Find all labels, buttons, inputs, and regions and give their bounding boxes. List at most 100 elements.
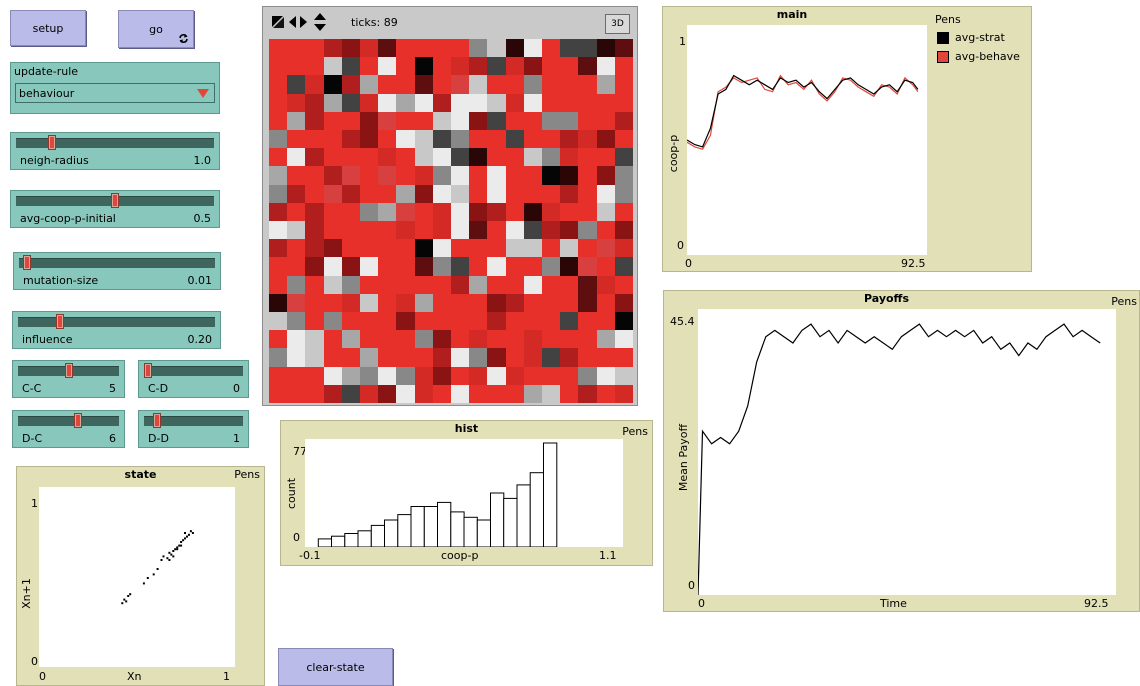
patch [614,184,633,203]
update-rule-chooser[interactable]: update-rule behaviour [10,62,220,114]
patch [414,348,433,367]
patch [305,384,324,403]
slider-mutation-size[interactable]: mutation-size 0.01 [13,252,221,290]
slider-d-c[interactable]: D-C 6 [12,410,125,448]
patch [269,130,288,149]
patch [396,75,415,94]
slider-thumb[interactable] [55,314,64,329]
patch [396,257,415,276]
slider-thumb[interactable] [153,413,162,428]
patch [341,366,360,385]
x-min-label: -0.1 [299,549,321,562]
scatter-point [146,577,149,579]
patch [469,148,488,167]
slider-c-c[interactable]: C-C 5 [12,360,125,398]
patch [560,293,579,312]
slider-track[interactable] [144,416,243,426]
patch [323,202,342,221]
scatter-point [172,550,175,552]
patch [451,366,470,385]
patch [360,348,379,367]
patch [341,239,360,258]
patch [323,384,342,403]
slider-avg-coop-p-initial[interactable]: avg-coop-p-initial 0.5 [10,190,220,228]
plot-title: Payoffs [863,292,910,305]
patch [523,275,542,294]
patch [287,111,306,130]
slider-thumb[interactable] [73,413,82,428]
patch [378,93,397,112]
slider-value: 0.5 [193,212,212,225]
view-3d-button[interactable]: 3D [605,14,630,34]
patch-grid[interactable] [269,39,633,403]
patch [287,257,306,276]
patch [451,57,470,76]
clear-state-button[interactable]: clear-state [278,648,393,686]
patch [451,39,470,58]
patch [451,75,470,94]
setup-button[interactable]: setup [10,10,86,46]
patch [305,93,324,112]
y-axis-label: coop-p [667,134,681,173]
hist-bar [410,506,425,548]
y-axis-label: Xn+1 [19,578,33,609]
slider-d-d[interactable]: D-D 1 [138,410,249,448]
patch [432,221,451,240]
series-line-avg-behave [686,74,919,150]
left-right-arrows-icon[interactable] [289,15,307,29]
slider-influence[interactable]: influence 0.20 [12,311,221,349]
patch [432,257,451,276]
slider-track[interactable] [16,138,214,148]
slider-track[interactable] [18,416,119,426]
patch [469,93,488,112]
slider-track[interactable] [18,317,215,327]
slider-neigh-radius[interactable]: neigh-radius 1.0 [10,132,220,170]
patch [578,93,597,112]
patch [614,275,633,294]
y-min-label: 0 [677,239,684,252]
scatter-point [182,539,185,542]
patch [414,330,433,349]
slider-thumb[interactable] [144,363,152,378]
world-view[interactable]: ticks: 89 3D [262,6,638,406]
patch [414,148,433,167]
patch [614,348,633,367]
patch [505,293,524,312]
slider-track[interactable] [19,258,215,268]
view-3d-label: 3D [611,19,624,29]
slider-track[interactable] [144,366,243,376]
patch [542,148,561,167]
slider-c-d[interactable]: C-D 0 [138,360,249,398]
patch [360,184,379,203]
up-down-arrows-icon[interactable] [313,13,327,31]
scatter-point [162,555,165,558]
patch [432,57,451,76]
slider-label: D-C [22,432,43,445]
hist-bar [543,442,558,548]
patch [469,166,488,185]
slider-thumb[interactable] [64,363,73,378]
patch [378,75,397,94]
slider-thumb[interactable] [111,193,119,208]
plot-title: main [776,8,808,21]
patch [287,93,306,112]
pens-label: Pens [234,468,260,481]
patch [451,348,470,367]
patch [487,166,506,185]
slider-thumb[interactable] [48,135,57,150]
patch [578,257,597,276]
patch [614,93,633,112]
hist-plot-area [305,439,623,548]
patch [560,239,579,258]
chooser-value-box[interactable]: behaviour [15,83,215,103]
patch [378,257,397,276]
patch [378,57,397,76]
patch [269,312,288,331]
patch [542,166,561,185]
go-button[interactable]: go [118,10,194,48]
patch [323,366,342,385]
patch [451,184,470,203]
slider-thumb[interactable] [22,255,31,270]
plot-title: state [124,468,157,481]
resize-icon[interactable] [271,15,285,29]
